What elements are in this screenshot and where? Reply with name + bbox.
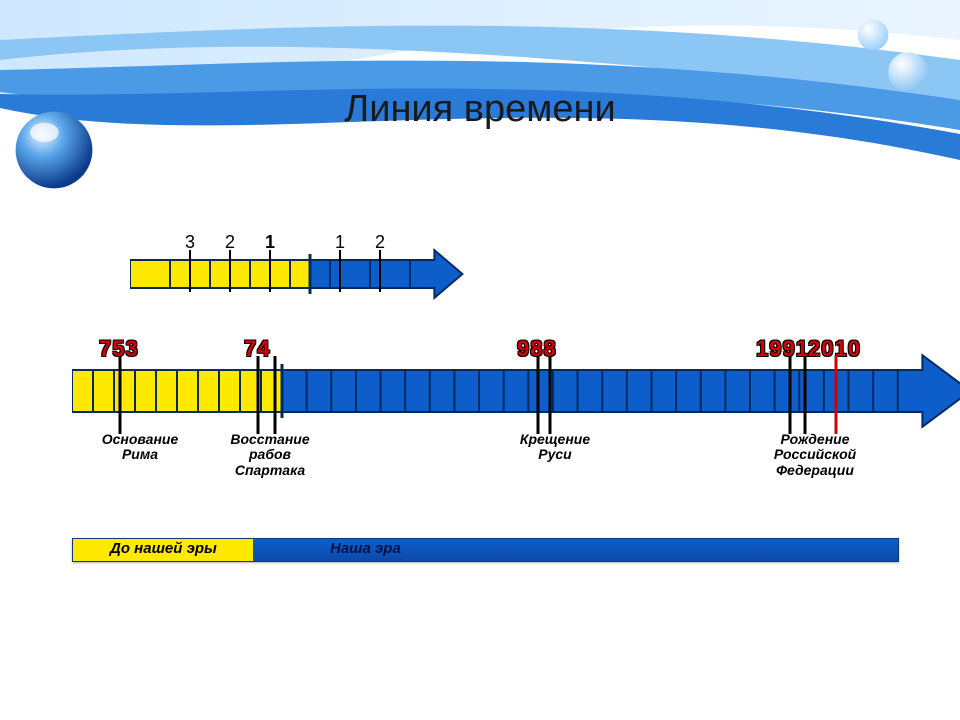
era-ad-label: Наша эра xyxy=(330,540,401,557)
small-timeline xyxy=(130,230,468,318)
orb-small-1 xyxy=(856,18,890,52)
main-timeline xyxy=(72,340,960,442)
era-bc-label: До нашей эры xyxy=(110,540,217,557)
page-title: Линия времени xyxy=(0,88,960,131)
